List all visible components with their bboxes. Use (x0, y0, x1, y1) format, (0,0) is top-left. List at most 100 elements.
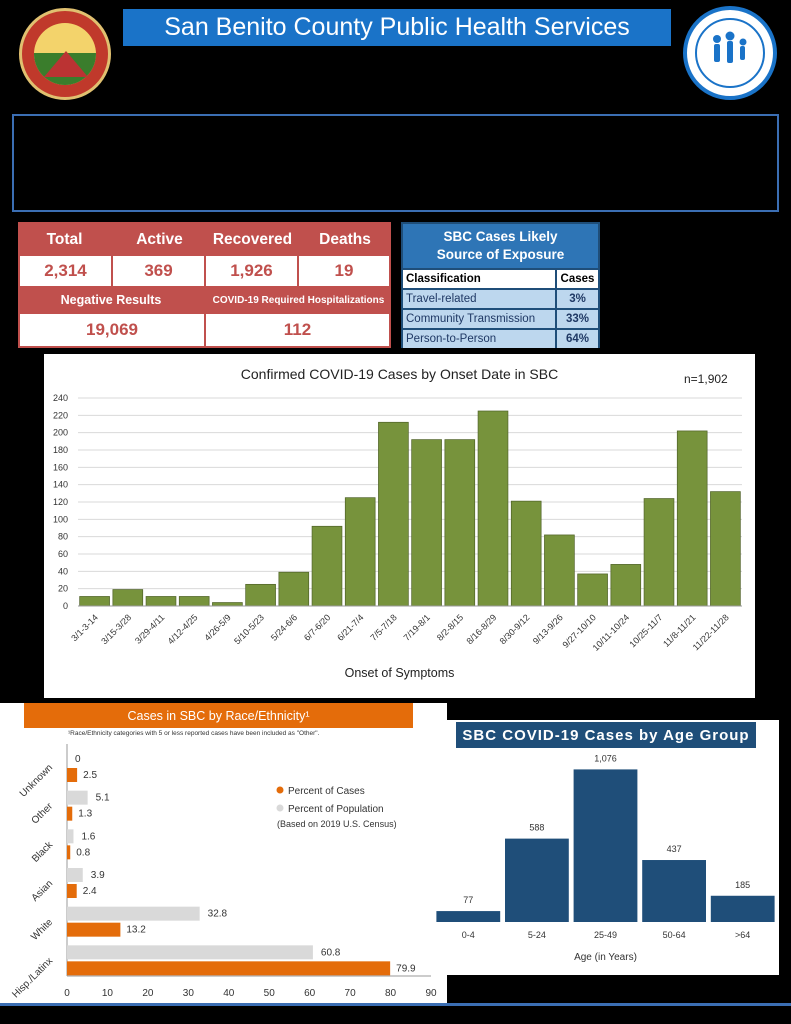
y-tick-label: 0 (63, 601, 68, 611)
y-tick-label: 240 (53, 393, 68, 403)
legend-cases-marker (276, 786, 284, 794)
active-value: 369 (113, 256, 204, 286)
exposure-title-line1: SBC Cases Likely (443, 229, 558, 244)
age-category-label: 0-4 (462, 930, 475, 940)
onset-chart: 0 20 40 60 80 100 120 140 160 180 200 220 240 3/1-3-1… (53, 393, 742, 653)
x-tick-label: 70 (345, 988, 357, 999)
onset-bar (544, 534, 575, 607)
x-tick-label: 4/26-5/9 (202, 612, 232, 642)
exposure-row-value: 33% (557, 310, 598, 328)
onset-bar (178, 596, 210, 607)
onset-chart-panel: Confirmed COVID-19 Cases by Onset Date i… (44, 354, 755, 698)
exposure-title-line2: Source of Exposure (436, 247, 565, 262)
x-tick-label: 11/22-11/28 (691, 612, 731, 652)
x-tick-label: 4/12-4/25 (166, 612, 200, 646)
x-tick-label: 30 (183, 988, 195, 999)
public-health-logo (683, 6, 777, 100)
y-tick-label: 100 (53, 514, 68, 524)
x-tick-label: 5/24-6/6 (269, 612, 299, 642)
age-value-label: 437 (667, 844, 682, 854)
age-bar (505, 838, 569, 922)
y-tick-label: 40 (58, 566, 68, 576)
recovered-value: 1,926 (206, 256, 297, 286)
cases-bar (67, 922, 121, 937)
x-tick-label: 80 (385, 988, 397, 999)
county-seal-logo (19, 8, 111, 100)
onset-chart-xlabel: Onset of Symptoms (344, 666, 455, 680)
exposure-row-label: Travel-related (403, 290, 555, 308)
onset-bar (212, 602, 243, 607)
onset-bar (710, 491, 741, 607)
category-label: Hisp./Latinx (10, 956, 55, 1001)
cases-value-label: 0.8 (76, 847, 90, 858)
population-value-label: 32.8 (208, 909, 228, 920)
age-value-label: 77 (463, 895, 473, 905)
hospitalizations-label: COVID-19 Required Hospitalizations (212, 294, 385, 306)
exposure-row-label: Person-to-Person (403, 330, 555, 348)
onset-bar (577, 573, 608, 607)
announcement-frame (12, 114, 779, 212)
exposure-header-row: Classification Cases (403, 270, 598, 288)
cases-bar (67, 961, 391, 976)
age-category-label: 5-24 (528, 930, 546, 940)
x-tick-label: 3/15-3/28 (99, 612, 133, 646)
family-icon (713, 31, 747, 63)
y-tick-label: 180 (53, 445, 68, 455)
x-tick-label: 9/13-9/26 (531, 612, 565, 646)
age-category-label: 50-64 (663, 930, 686, 940)
x-tick-label: 3/29-4/11 (133, 612, 166, 645)
y-tick-label: 20 (58, 584, 68, 594)
onset-bar (643, 498, 675, 607)
y-tick-label: 220 (53, 410, 68, 420)
y-tick-label: 140 (53, 480, 68, 490)
category-label: Asian (30, 878, 55, 903)
x-tick-label: 7/5-7/18 (368, 612, 398, 642)
recovered-label: Recovered (212, 231, 293, 248)
x-tick-label: 90 (425, 988, 437, 999)
cases-value-label: 13.2 (126, 925, 146, 936)
category-label: Black (30, 839, 56, 865)
onset-bar (610, 564, 642, 607)
cases-value-label: 2.5 (83, 770, 97, 781)
age-category-label: 25-49 (594, 930, 617, 940)
onset-bar (245, 583, 276, 607)
exposure-row-value: 3% (557, 290, 598, 308)
population-value-label: 3.9 (91, 870, 105, 881)
total-value: 2,314 (20, 256, 111, 286)
page-title: San Benito County Public Health Services (123, 9, 671, 46)
deaths-value: 19 (299, 256, 389, 286)
age-xlabel: Age (in Years) (574, 952, 637, 963)
population-value-label: 5.1 (96, 793, 110, 804)
population-value-label: 0 (75, 754, 81, 765)
exposure-title: SBC Cases Likely Source of Exposure (403, 224, 598, 268)
race-chart-note: ¹Race/Ethnicity categories with 5 or les… (68, 730, 320, 737)
population-bar (67, 868, 83, 882)
age-bar (710, 895, 775, 922)
onset-bar (477, 410, 509, 607)
x-tick-label: 8/16-8/29 (464, 612, 498, 646)
exposure-row: Person-to-Person 64% (403, 330, 598, 348)
exposure-row-label: Community Transmission (403, 310, 555, 328)
case-stats-table: Total Active Recovered Deaths 2,314 369 … (18, 222, 391, 348)
x-tick-label: 8/2-8/15 (435, 612, 465, 642)
age-bar (573, 769, 638, 922)
x-tick-label: 6/7-6/20 (302, 612, 332, 642)
exposure-source-table: SBC Cases Likely Source of Exposure Clas… (401, 222, 600, 348)
negative-results-value: 19,069 (20, 314, 204, 346)
legend-note: (Based on 2019 U.S. Census) (277, 819, 397, 829)
total-label: Total (46, 231, 83, 248)
hospitalizations-value: 112 (206, 314, 389, 346)
population-bar (67, 945, 313, 960)
cases-value-label: 79.9 (396, 963, 416, 974)
legend-cases-label: Percent of Cases (288, 786, 365, 797)
x-tick-label: 6/21-7/4 (335, 612, 365, 642)
deaths-label: Deaths (319, 231, 371, 248)
x-tick-label: 60 (304, 988, 316, 999)
x-tick-label: 10/25-11/7 (627, 612, 664, 649)
exposure-row: Community Transmission 33% (403, 310, 598, 328)
cases-value-label: 2.4 (83, 886, 97, 897)
population-value-label: 60.8 (321, 947, 341, 958)
onset-chart-title: Confirmed COVID-19 Cases by Onset Date i… (240, 366, 559, 382)
onset-bar (444, 439, 476, 607)
